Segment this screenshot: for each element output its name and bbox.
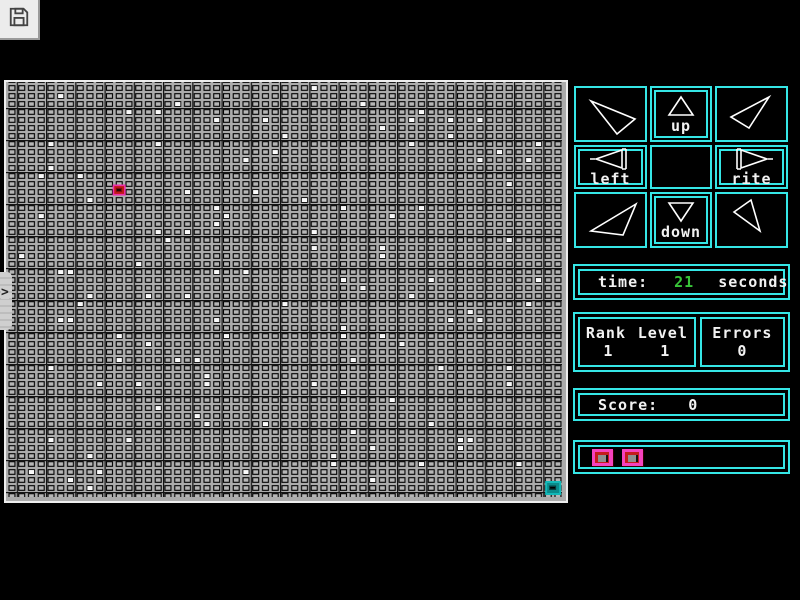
chevron-right-icon: > [1,285,9,300]
score-label: Score: [598,395,659,414]
up-label: up [670,117,692,135]
rank-level-errors-panel: Rank Level 1 1 Errors 0 [573,312,790,372]
sidebar-expand-handle[interactable]: > [0,272,12,330]
errors-label: Errors [712,323,773,342]
level-value: 1 [660,341,671,360]
move-down-right-button[interactable] [715,192,788,248]
diagonal-down-left-arrow-icon [588,202,638,236]
move-left-button[interactable]: left [574,145,647,189]
floppy-disk-icon [8,6,30,32]
diagonal-down-right-arrow-icon [732,198,762,234]
move-right-button[interactable]: rite [715,145,788,189]
move-down-left-button[interactable] [574,192,647,248]
dpad-center-cell [650,145,712,189]
errors-value: 0 [737,341,748,360]
move-up-right-button[interactable] [715,86,788,142]
diagonal-up-left-arrow-icon [588,99,637,136]
left-label: left [590,170,631,188]
move-down-button[interactable]: down [650,192,712,248]
score-panel: Score: 0 [573,388,790,421]
move-up-button[interactable]: up [650,86,712,142]
rank-label: Rank [585,323,626,342]
maze-grid[interactable] [6,82,562,497]
lives-panel [573,440,790,474]
diagonal-up-right-arrow-icon [729,94,772,130]
time-value: 21 [674,273,695,291]
down-arrow-icon [667,202,695,223]
rite-label: rite [731,170,772,188]
right-arrow-icon [735,148,773,170]
lives-row [578,445,785,469]
errors-box: Errors 0 [699,317,785,367]
rank-value: 1 [603,341,614,360]
life-block [592,448,613,466]
life-block [622,448,643,466]
down-label: down [660,223,702,241]
time-panel: time: 21 seconds [573,264,790,300]
move-up-left-button[interactable] [574,86,647,142]
direction-pad: up left rite [574,86,788,248]
time-unit-label: seconds [718,273,789,291]
rank-level-box: Rank Level 1 1 [578,317,696,367]
save-button[interactable] [0,0,40,40]
up-arrow-icon [667,95,695,116]
time-label: time: [598,273,649,291]
level-label: Level [637,323,688,342]
score-value: 0 [688,395,698,414]
left-arrow-icon [589,148,627,170]
